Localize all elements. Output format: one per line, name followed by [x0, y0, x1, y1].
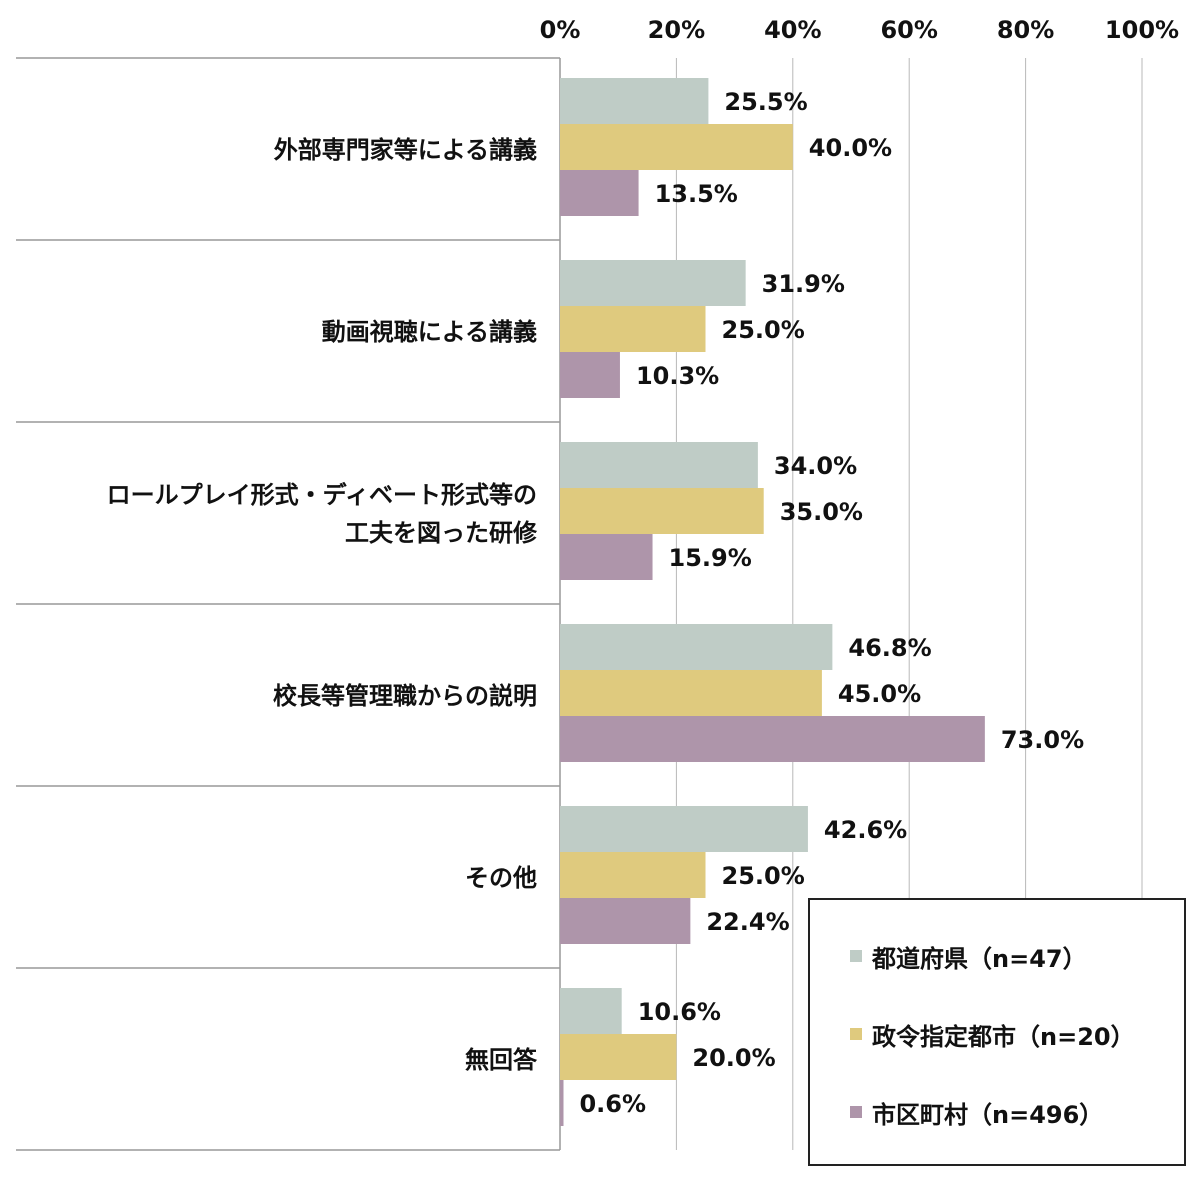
data-label: 25.5% — [724, 88, 807, 116]
data-label: 25.0% — [722, 316, 805, 344]
legend-swatch-municipalities — [850, 1106, 862, 1118]
bar-series-2-cat-1 — [560, 352, 620, 398]
bar-series-0-cat-2 — [560, 442, 758, 488]
category-label: その他 — [465, 864, 537, 892]
bar-series-0-cat-4 — [560, 806, 808, 852]
x-tick-label: 40% — [764, 16, 821, 44]
x-tick-label: 100% — [1105, 16, 1179, 44]
bar-series-0-cat-1 — [560, 260, 746, 306]
data-label: 10.3% — [636, 362, 719, 390]
legend-label-prefectures: 都道府県（n=47） — [872, 944, 1087, 973]
data-label: 25.0% — [722, 862, 805, 890]
bar-series-2-cat-0 — [560, 170, 639, 216]
bar-series-1-cat-0 — [560, 124, 793, 170]
data-label: 73.0% — [1001, 726, 1084, 754]
category-label: 無回答 — [465, 1046, 538, 1074]
bar-series-2-cat-5 — [560, 1080, 564, 1126]
category-label: 動画視聴による講義 — [322, 318, 537, 346]
legend-item-designated-cities: 政令指定都市（n=20） — [850, 1014, 1135, 1054]
x-tick-label: 80% — [997, 16, 1054, 44]
bar-series-1-cat-5 — [560, 1034, 677, 1080]
category-label: 外部専門家等による講義 — [274, 136, 537, 164]
data-label: 20.0% — [692, 1044, 775, 1072]
bar-series-2-cat-4 — [560, 898, 691, 944]
data-label: 45.0% — [838, 680, 921, 708]
legend-swatch-designated-cities — [850, 1028, 862, 1040]
data-label: 13.5% — [655, 180, 738, 208]
legend-label-designated-cities: 政令指定都市（n=20） — [872, 1022, 1135, 1051]
bar-series-2-cat-2 — [560, 534, 653, 580]
legend-label-municipalities: 市区町村（n=496） — [872, 1100, 1104, 1129]
data-label: 0.6% — [579, 1090, 646, 1118]
bar-series-0-cat-0 — [560, 78, 709, 124]
data-label: 22.4% — [706, 908, 789, 936]
x-tick-label: 20% — [648, 16, 705, 44]
data-label: 31.9% — [762, 270, 845, 298]
data-label: 35.0% — [780, 498, 863, 526]
bar-series-1-cat-1 — [560, 306, 706, 352]
bar-series-1-cat-4 — [560, 852, 706, 898]
legend-swatch-prefectures — [850, 950, 862, 962]
data-label: 40.0% — [809, 134, 892, 162]
category-label: 工夫を図った研修 — [345, 519, 538, 547]
bar-series-0-cat-5 — [560, 988, 622, 1034]
bar-series-1-cat-2 — [560, 488, 764, 534]
bar-series-0-cat-3 — [560, 624, 833, 670]
data-label: 42.6% — [824, 816, 907, 844]
x-tick-label: 60% — [880, 16, 937, 44]
category-label: 校長等管理職からの説明 — [273, 682, 537, 710]
data-label: 15.9% — [669, 544, 752, 572]
bar-series-1-cat-3 — [560, 670, 822, 716]
x-tick-label: 0% — [540, 16, 581, 44]
legend: 都道府県（n=47） 政令指定都市（n=20） 市区町村（n=496） — [808, 898, 1186, 1166]
legend-item-prefectures: 都道府県（n=47） — [850, 936, 1087, 976]
data-label: 34.0% — [774, 452, 857, 480]
data-label: 10.6% — [638, 998, 721, 1026]
data-label: 46.8% — [848, 634, 931, 662]
category-label: ロールプレイ形式・ディベート形式等の — [107, 481, 537, 509]
legend-item-municipalities: 市区町村（n=496） — [850, 1092, 1103, 1132]
bar-series-2-cat-3 — [560, 716, 985, 762]
